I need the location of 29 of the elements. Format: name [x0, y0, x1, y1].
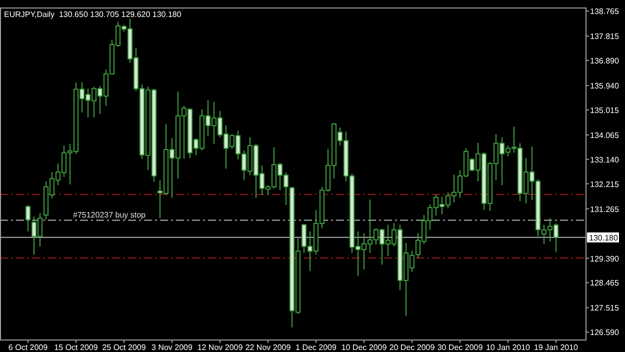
x-tick-label: 12 Nov 2009 [197, 343, 244, 352]
x-tick-label: 10 Jan 2010 [486, 343, 531, 352]
x-tick-label: 20 Dec 2009 [389, 343, 436, 352]
y-tick-label: 138.765 [590, 7, 620, 16]
x-tick-label: 30 Dec 2009 [437, 343, 484, 352]
y-tick-label: 133.140 [590, 155, 620, 164]
x-tick-label: 1 Dec 2009 [296, 343, 338, 352]
y-tick-label: 126.590 [590, 328, 620, 338]
x-tick-label: 25 Oct 2009 [102, 343, 146, 352]
y-tick-label: 135.015 [590, 106, 620, 115]
x-tick-label: 10 Dec 2009 [341, 343, 388, 352]
ref-line-label: 130.180 [589, 233, 618, 242]
y-tick-label: 128.465 [590, 278, 620, 288]
candlestick [26, 204, 30, 232]
y-tick-label: 132.215 [590, 180, 620, 189]
x-tick-label: 19 Jan 2010 [534, 343, 579, 352]
chart-title: EURJPY,Daily 130.650 130.705 129.620 130.180 [4, 10, 182, 19]
y-tick-label: 127.515 [590, 304, 620, 313]
x-tick-label: 6 Oct 2009 [8, 343, 48, 352]
x-tick-label: 15 Oct 2009 [54, 343, 98, 352]
y-tick-label: 135.940 [590, 82, 620, 91]
y-tick-label: 131.265 [590, 204, 620, 214]
y-tick-label: 136.890 [590, 56, 620, 66]
ref-line-label: #75120237 buy stop [73, 210, 146, 220]
y-tick-label: 134.065 [590, 130, 620, 140]
y-tick-label: 137.815 [590, 32, 620, 42]
x-tick-label: 22 Nov 2009 [245, 343, 292, 352]
x-tick-label: 3 Nov 2009 [152, 343, 194, 352]
y-tick-label: 129.390 [590, 254, 620, 264]
